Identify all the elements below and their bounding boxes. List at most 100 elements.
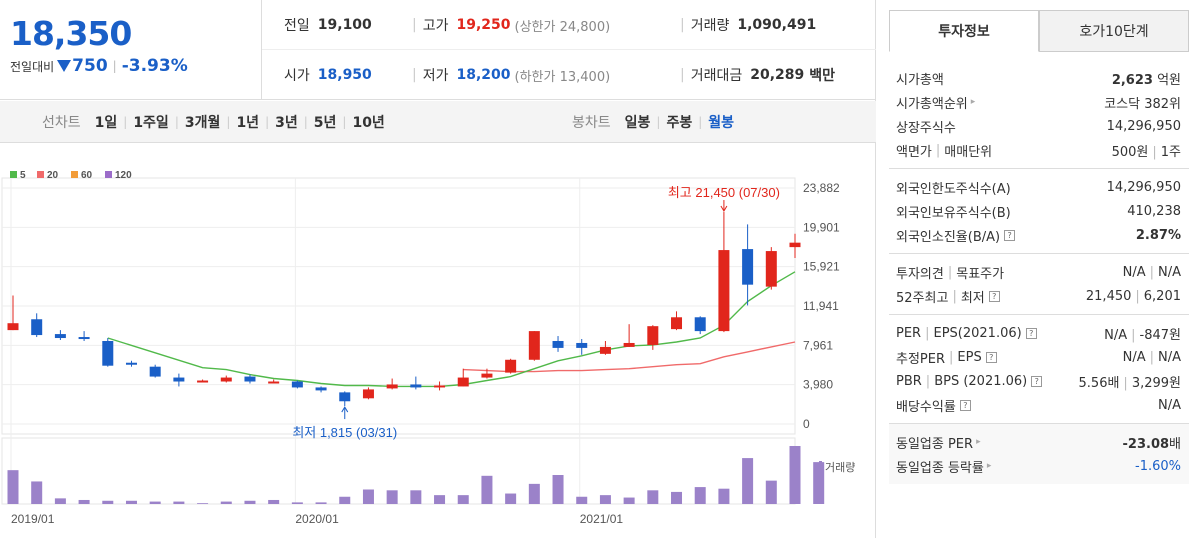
volume-bar [505,493,517,504]
volume-bar [339,496,351,504]
candle-body [623,342,635,347]
y-tick-label: 3,980 [803,378,833,392]
y-tick-label: 19,901 [803,220,840,234]
open-price: 시가 18,950 [284,67,372,84]
candle-body [789,242,801,248]
candle-body [647,326,659,345]
volume-legend-label: 거래량 [825,461,855,474]
period-line-6[interactable]: 10년 [352,115,385,131]
candle-body [694,317,706,332]
info-body: 시가총액 2,623 억원 시가총액순위 ▸ 코스닥 382위 상장주식수 14,296,9… [889,52,1189,484]
info-label: 외국인한도주식수(A) [896,181,1011,197]
tab-order-book[interactable]: 호가10단계 [1039,10,1189,52]
info-value: N/A [1158,397,1181,413]
help-icon[interactable]: ? [988,290,1000,302]
info-label: 최저 [960,290,985,306]
info-value: 1주 [1160,144,1181,160]
help-icon[interactable]: ? [1031,375,1043,387]
candle-body [173,377,185,382]
candle-body [197,380,209,383]
info-label: PBR [896,373,922,389]
info-value: -1.60% [1135,458,1181,474]
low-price: | 저가 18,200 (하한가 13,400) [412,67,611,85]
volume: | 거래량 1,090,491 [680,17,817,34]
volume-bar [54,498,66,504]
high-price: | 고가 19,250 (상한가 24,800) [412,17,611,35]
y-tick-label: 23,882 [803,181,840,195]
volume-bar [7,470,19,504]
ma5-line [107,271,796,388]
help-icon[interactable]: ? [1025,327,1037,339]
x-tick-label: 2021/01 [580,512,624,526]
down-arrow-icon [57,60,72,72]
info-row: 상장주식수 14,296,950 [896,114,1181,138]
info-row: 동일업종 등락률 ▸ -1.60% [896,454,1181,478]
period-line-5[interactable]: 5년 [313,115,337,131]
info-label: BPS (2021.06) [934,373,1028,389]
volume-bar [742,458,754,504]
period-line-3[interactable]: 1년 [236,115,260,131]
tab-invest-info[interactable]: 투자정보 [889,10,1039,52]
candle-body [481,373,493,378]
info-label: 외국인소진율(B/A) [896,229,1001,245]
volume-bar [315,502,327,504]
info-label: 동일업종 PER [896,436,974,452]
help-icon[interactable]: ? [1004,229,1016,241]
period-line-1[interactable]: 1주일 [133,115,169,131]
candle-body [149,366,161,377]
candle-body [268,381,280,384]
candle-body [291,381,303,388]
candle-body [125,362,137,365]
line-chart-periods: 선차트 1일 | 1주일 | 3개월 | 1년 | 3년 | 5년 | 10년 [42,101,385,143]
period-line-0[interactable]: 1일 [94,115,118,131]
info-row: PER | EPS(2021.06)? N/A | -847원 [896,325,1181,343]
candle-body [7,323,19,331]
info-label: 추정PER [896,351,946,367]
info-label: EPS(2021.06) [933,325,1022,341]
volume-bar [434,495,446,504]
candle-body [671,317,683,330]
info-value: 3,299원 [1131,375,1181,391]
period-line-4[interactable]: 3년 [275,115,298,131]
min-arrow-head [341,406,349,413]
info-value: 14,296,950 [1106,179,1181,195]
period-line-2[interactable]: 3개월 [184,115,221,131]
change-label: 전일대비 [10,59,55,74]
candle-body [457,377,469,387]
info-row: 액면가 | 매매단위 500원 | 1주 [896,142,1181,160]
candle-chart-label: 봉차트 [572,115,611,131]
ma20-line [463,341,796,373]
info-value: N/A [1122,264,1146,280]
info-value: 2,623 [1111,72,1153,88]
period-candle-2[interactable]: 월봉 [708,115,735,131]
info-value: N/A [1104,327,1128,343]
volume-bar [291,502,303,504]
info-label: 배당수익률 [896,399,956,415]
volume-bar [31,481,43,504]
info-row: 배당수익률? N/A [896,393,1181,417]
period-selector: 선차트 1일 | 1주일 | 3개월 | 1년 | 3년 | 5년 | 10년 봉차트 일봉 | 주봉 | 월봉 [0,101,876,143]
period-candle-1[interactable]: 주봉 [666,115,693,131]
info-label: 외국인보유주식수(B) [896,205,1011,221]
volume-bar [552,475,564,504]
help-icon[interactable]: ? [959,399,971,411]
period-candle-0[interactable]: 일봉 [624,115,651,131]
info-row: 투자의견 | 목표주가 N/A | N/A [896,264,1181,282]
info-row: 외국인한도주식수(A) 14,296,950 [896,175,1181,199]
info-row: 52주최고 | 최저? 21,450 | 6,201 [896,288,1181,306]
prev-close: 전일 19,100 [284,17,372,34]
info-row: 외국인소진율(B/A)? 2.87% [896,223,1181,247]
volume-bar [765,480,777,504]
info-value: N/A [1122,349,1146,365]
volume-bar [576,496,588,504]
info-label: PER [896,325,922,341]
volume-bar [386,490,398,504]
candle-body [315,387,327,391]
x-tick-label: 2020/01 [295,512,339,526]
candle-chart-periods: 봉차트 일봉 | 주봉 | 월봉 [572,101,734,143]
candle-body [742,249,754,285]
legend-swatch [71,171,78,178]
candle-body [362,389,374,399]
candle-body [386,384,398,389]
help-icon[interactable]: ? [985,351,997,363]
